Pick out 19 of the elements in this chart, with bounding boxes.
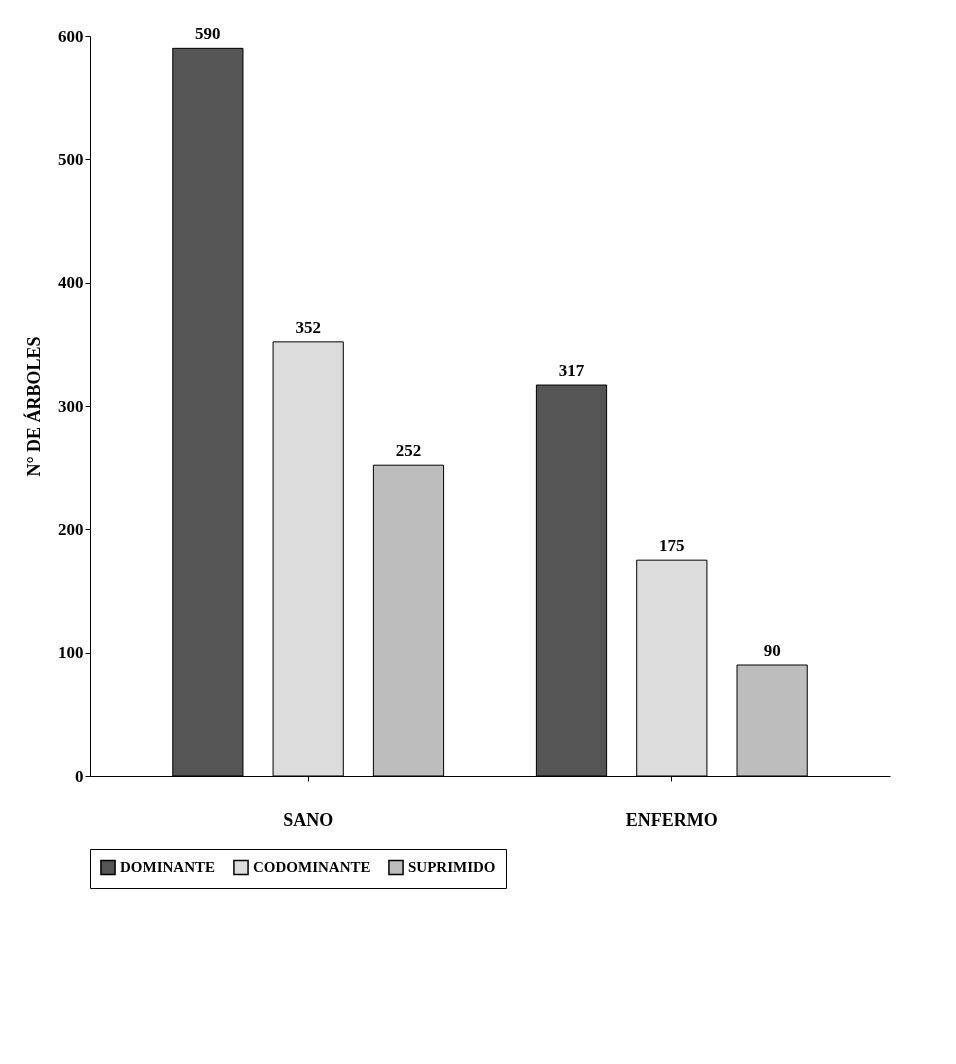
y-axis-title: N° DE ÁRBOLES — [23, 336, 44, 477]
y-tick-label: 400 — [58, 273, 84, 293]
data-label: 590 — [195, 24, 221, 44]
x-tick-label: ENFERMO — [625, 809, 718, 830]
data-label: 352 — [295, 317, 321, 337]
y-tick-label: 100 — [58, 643, 84, 663]
legend-label: SUPRIMIDO — [408, 859, 496, 876]
data-label: 90 — [763, 641, 781, 660]
y-tick-label: 0 — [75, 766, 84, 786]
y-tick-label: 600 — [58, 26, 84, 46]
data-label: 252 — [395, 441, 422, 461]
y-tick-label: 300 — [58, 396, 84, 416]
y-tick-label: 500 — [58, 149, 84, 169]
y-tick-label: 200 — [58, 519, 84, 539]
data-label: 317 — [558, 361, 585, 381]
legend-label: CODOMINANTE — [253, 859, 371, 876]
data-label: 175 — [659, 536, 685, 556]
x-tick-label: SANO — [283, 809, 334, 830]
legend-label: DOMINANTE — [120, 859, 216, 876]
